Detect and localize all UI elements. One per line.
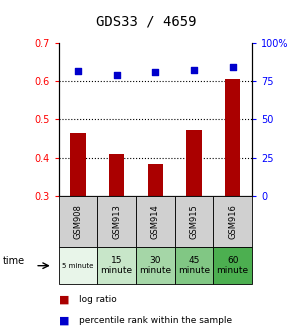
Text: log ratio: log ratio bbox=[79, 295, 117, 304]
Text: GSM913: GSM913 bbox=[112, 204, 121, 239]
Bar bbox=[70, 133, 86, 196]
Text: GSM908: GSM908 bbox=[74, 204, 82, 239]
Point bbox=[230, 64, 235, 70]
Point bbox=[153, 70, 158, 75]
Bar bbox=[109, 154, 124, 196]
Text: GDS33 / 4659: GDS33 / 4659 bbox=[96, 15, 197, 29]
Text: GSM914: GSM914 bbox=[151, 204, 160, 239]
Text: percentile rank within the sample: percentile rank within the sample bbox=[79, 316, 232, 325]
Text: 45
minute: 45 minute bbox=[178, 256, 210, 275]
Text: ■: ■ bbox=[59, 316, 69, 325]
Text: time: time bbox=[3, 256, 25, 266]
Text: 15
minute: 15 minute bbox=[100, 256, 133, 275]
Text: 30
minute: 30 minute bbox=[139, 256, 171, 275]
Text: 5 minute: 5 minute bbox=[62, 263, 94, 269]
Bar bbox=[186, 130, 202, 196]
Bar bbox=[225, 79, 240, 196]
Text: GSM915: GSM915 bbox=[190, 204, 198, 239]
Text: ■: ■ bbox=[59, 294, 69, 304]
Point bbox=[114, 72, 119, 77]
Bar bbox=[148, 164, 163, 196]
Text: 60
minute: 60 minute bbox=[217, 256, 249, 275]
Point bbox=[76, 68, 80, 73]
Text: GSM916: GSM916 bbox=[228, 204, 237, 239]
Point bbox=[192, 68, 196, 73]
